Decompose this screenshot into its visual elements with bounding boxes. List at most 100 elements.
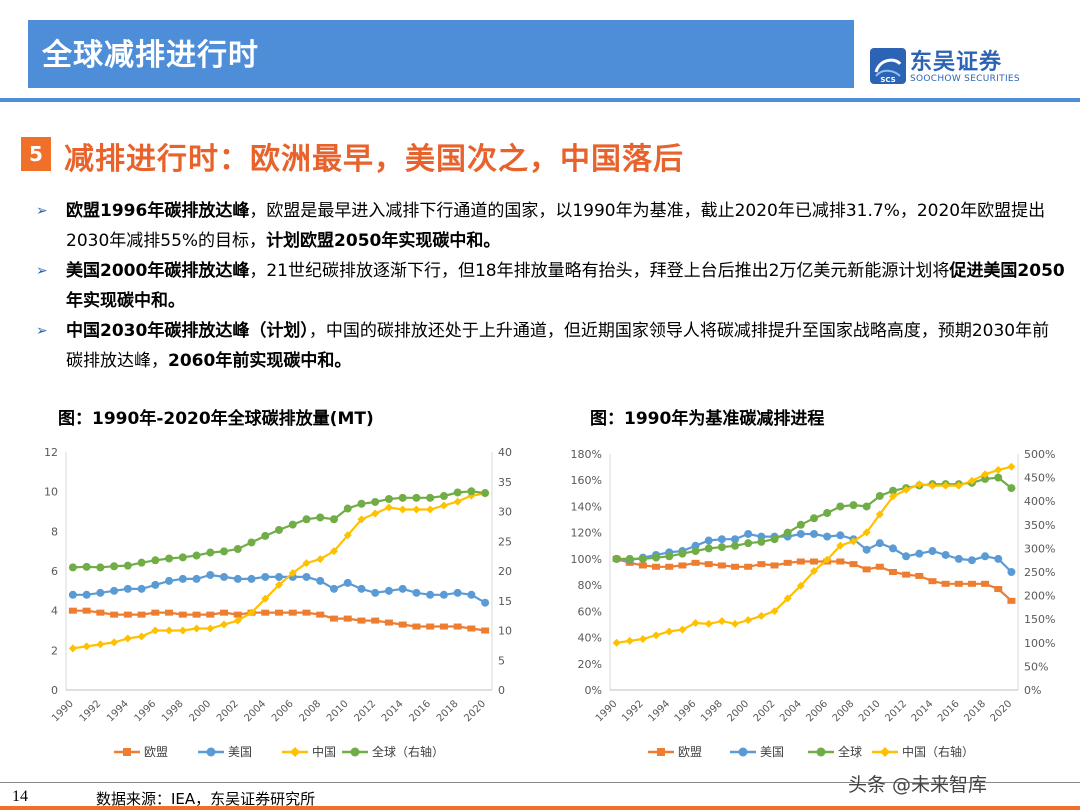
chart2-point-cn (770, 607, 779, 616)
chart2-point-cn (836, 541, 845, 550)
chart2-ytick-left: 120% (571, 527, 602, 540)
chart2-point-global (1007, 484, 1016, 493)
chart2-xtick: 2020 (989, 698, 1015, 724)
chart2-point-cn (638, 635, 647, 644)
chart2-legend-label-global: 全球 (838, 744, 862, 759)
chart2-point-us (810, 529, 818, 538)
chart2-point-global (612, 554, 621, 563)
chart2-xtick: 2016 (936, 698, 962, 724)
chart2-point-eu (862, 566, 871, 573)
chart2-point-global (691, 547, 700, 556)
chart2-point-global (888, 486, 897, 495)
chart1-ytick-left: 6 (51, 565, 58, 578)
chart2-ytick-right: 150% (1024, 613, 1055, 626)
chart2-point-us (902, 552, 911, 561)
chart2-ytick-right: 250% (1024, 566, 1055, 579)
chart1-line-cn (72, 492, 486, 650)
chart1-point-us (357, 584, 366, 593)
scs-logo-icon: SCS (870, 48, 906, 84)
chart1-point-cn (165, 626, 174, 635)
chart1-ytick-right: 0 (498, 684, 505, 697)
chart1-ytick-left: 4 (51, 605, 58, 618)
chart2-xtick: 2010 (857, 698, 883, 724)
chart2-point-eu (902, 571, 911, 578)
chart1-point-cn (151, 626, 160, 635)
chart1-point-cn (261, 594, 270, 603)
chart1-point-global (357, 499, 366, 508)
chart2-point-global (770, 535, 779, 544)
chart2-point-cn (994, 466, 1003, 475)
chart2-point-cn (981, 470, 990, 479)
bullet-arrow-icon: ➢ (36, 323, 48, 339)
chart1-point-cn (96, 640, 105, 649)
chart2-title: 图：1990年为基准碳减排进程 (590, 409, 825, 429)
chart1-point-global (110, 562, 119, 571)
chart1-point-cn (453, 497, 462, 506)
chart2-point-us (954, 554, 963, 563)
chart1-point-cn (82, 642, 91, 651)
chart1-point-eu (123, 611, 132, 618)
chart2-point-cn (849, 537, 858, 546)
footer-divider (0, 782, 1080, 783)
chart2-point-cn (875, 510, 884, 519)
chart2-point-eu (783, 559, 792, 566)
chart1-point-us (412, 588, 421, 597)
chart2-ytick-left: 60% (578, 605, 602, 618)
chart2-point-eu (849, 561, 858, 568)
chart2-legend-label-eu: 欧盟 (678, 745, 702, 759)
chart2-point-eu (981, 580, 990, 587)
chart1-point-eu (68, 607, 77, 614)
chart1-legend-marker-eu (123, 748, 131, 756)
chart2-ytick-right: 200% (1024, 590, 1055, 603)
chart2-point-eu (875, 563, 884, 570)
section-title: 减排进行时：欧洲最早，美国次之，中国落后 (64, 142, 684, 177)
chart2-point-global (862, 502, 871, 511)
chart1-point-cn (110, 638, 119, 647)
chart2-point-us (717, 535, 726, 544)
chart2-point-cn (744, 616, 753, 625)
bullet-eu-lead: 欧盟1996年碳排放达峰 (66, 201, 250, 221)
chart2-point-eu (717, 562, 726, 569)
chart1-point-us (110, 586, 119, 595)
chart2-point-us (915, 549, 924, 558)
chart1-point-us (68, 590, 77, 599)
chart2-xtick: 1990 (594, 698, 620, 724)
chart1-point-global (96, 563, 105, 572)
chart2-line-eu (616, 557, 1013, 602)
chart1-xtick: 1996 (133, 698, 159, 724)
company-logo: SCS 东吴证券 SOOCHOW SECURITIES (870, 44, 1040, 90)
chart2-ytick-left: 40% (578, 632, 602, 645)
chart2-point-cn (928, 481, 937, 490)
chart1-point-global (398, 493, 407, 502)
bullet-us-body: ，21世纪碳排放逐渐下行，但18年排放量略有抬头，拜登上台后推出2万亿美元新能源… (249, 261, 950, 281)
chart2-point-global (994, 473, 1003, 482)
chart1-point-global (316, 513, 325, 522)
chart1-point-us (151, 580, 160, 589)
chart2-legend-label-us: 美国 (760, 745, 784, 759)
chart1-point-cn (68, 644, 77, 653)
chart1-xtick: 2016 (407, 698, 433, 724)
chart1-point-us (302, 572, 311, 581)
chart1-point-cn (206, 624, 215, 633)
chart2-point-eu (1007, 597, 1016, 604)
bullet-cn: ➢ 中国2030年碳排放达峰（计划），中国的碳排放还处于上升通道，但近期国家领导… (36, 316, 1066, 376)
chart2-point-eu (691, 559, 700, 566)
chart1-point-us (426, 590, 435, 599)
chart1-point-global (137, 558, 146, 567)
chart1-legend-marker-us (206, 747, 216, 757)
chart2-point-us (823, 532, 832, 541)
chart2-point-cn (1007, 462, 1016, 471)
chart1-xtick: 2012 (352, 698, 378, 724)
chart-reduction-progress: 0% 20% 40% 60% 80% 100% 120% 140% 160% 180% 0% 50% 1… (571, 448, 1056, 759)
chart1-xtick: 1998 (160, 698, 186, 724)
chart2-point-eu (731, 563, 740, 570)
chart2-point-global (757, 537, 766, 546)
page-title: 全球减排进行时 (42, 38, 259, 73)
chart1-point-global (275, 525, 283, 534)
chart1-point-global (426, 493, 435, 502)
chart1-point-eu (371, 617, 380, 624)
chart2-point-cn (625, 636, 634, 645)
chart1-point-cn (123, 634, 132, 643)
bullet-us: ➢ 美国2000年碳排放达峰，21世纪碳排放逐渐下行，但18年排放量略有抬头，拜… (36, 256, 1066, 316)
chart2-xtick: 2000 (725, 698, 751, 724)
